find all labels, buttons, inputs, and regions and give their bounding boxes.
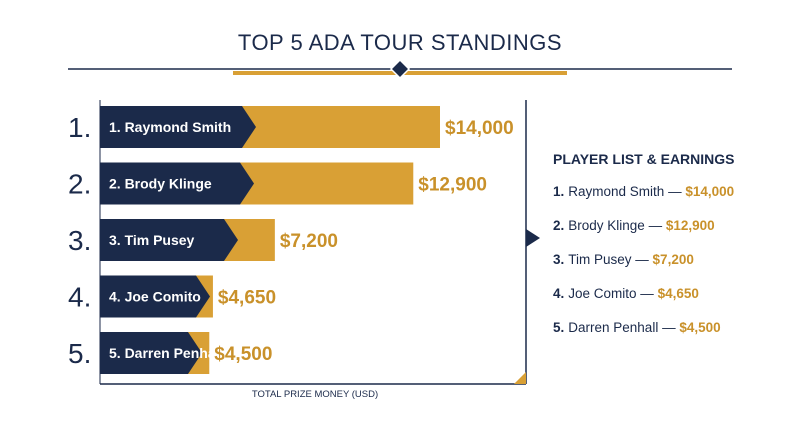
- bar-category-label: 2. Brody Klinge: [109, 176, 212, 192]
- sidebar-amount: $12,900: [665, 218, 715, 233]
- rank-number: 2.: [68, 169, 91, 200]
- sidebar-name: Tim Pusey: [568, 252, 632, 267]
- sidebar-amount: $4,650: [657, 286, 699, 301]
- sidebar-item: 5. Darren Penhall — $4,500: [553, 320, 721, 335]
- sidebar-rank: 1.: [553, 184, 565, 199]
- bar-value-label: $12,900: [418, 175, 487, 196]
- sidebar-item: 4. Joe Comito — $4,650: [553, 286, 699, 301]
- bar-category-label: 4. Joe Comito: [109, 289, 201, 305]
- chart-title: TOP 5 ADA TOUR STANDINGS: [237, 30, 563, 55]
- sidebar-rank: 3.: [553, 252, 565, 267]
- bar-value-label: $4,650: [218, 288, 276, 309]
- frame-corner-accent: [514, 372, 526, 384]
- bar-value-label: $7,200: [280, 231, 338, 252]
- rank-number: 1.: [68, 112, 91, 143]
- bar-name-tab: [100, 332, 202, 374]
- sidebar-name: Darren Penhall: [568, 320, 659, 335]
- x-axis-label: TOTAL PRIZE MONEY (USD): [252, 389, 378, 400]
- rank-number: 5.: [68, 338, 91, 369]
- bar-value-label: $4,500: [214, 344, 272, 365]
- bar-name-tab: [100, 162, 254, 205]
- bar-name-tab: [100, 106, 256, 148]
- sidebar-rank: 2.: [553, 218, 565, 233]
- header-diamond: [389, 58, 411, 80]
- bars-group: 1. Raymond Smith $14,000 1. 2. Brody Klinge…: [68, 106, 514, 374]
- sidebar-name: Joe Comito: [568, 286, 637, 301]
- sidebar-item: 2. Brody Klinge — $12,900: [553, 218, 715, 233]
- bar-value-label: $14,000: [445, 118, 514, 139]
- rank-number: 3.: [68, 225, 91, 256]
- sidebar-rank: 5.: [553, 320, 565, 335]
- frame-arrow: [526, 229, 540, 247]
- bar-category-label: 5. Darren Penhall: [109, 345, 223, 361]
- sidebar-title: PLAYER LIST & EARNINGS: [553, 151, 735, 167]
- sidebar-item: 3. Tim Pusey — $7,200: [553, 252, 694, 267]
- sidebar-amount: $14,000: [685, 184, 735, 199]
- bar-name-tab: [100, 219, 238, 261]
- sidebar-item: 1. Raymond Smith — $14,000: [553, 184, 735, 199]
- sidebar-amount: $7,200: [652, 252, 694, 267]
- sidebar-rank: 4.: [553, 286, 565, 301]
- bar-name-tab: [100, 275, 210, 318]
- sidebar-list: 1. Raymond Smith — $14,000 2. Brody Klinge…: [553, 184, 734, 354]
- sidebar-amount: $4,500: [679, 320, 721, 335]
- bar-category-label: 3. Tim Pusey: [109, 232, 195, 248]
- sidebar-name: Raymond Smith: [568, 184, 665, 199]
- sidebar-name: Brody Klinge: [568, 218, 645, 233]
- rank-number: 4.: [68, 282, 91, 313]
- bar-category-label: 1. Raymond Smith: [109, 119, 231, 135]
